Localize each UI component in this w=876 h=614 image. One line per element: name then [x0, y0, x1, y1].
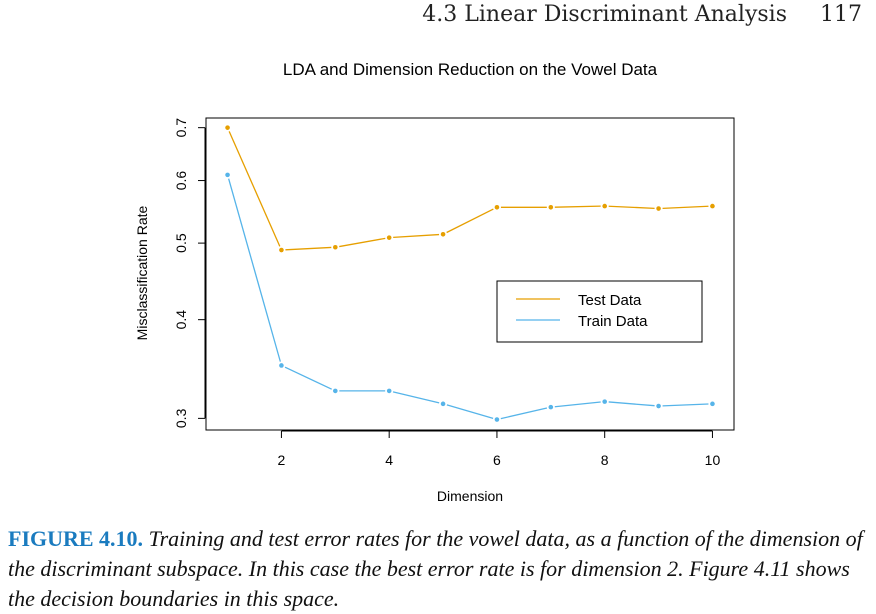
chart-title: LDA and Dimension Reduction on the Vowel… [282, 60, 658, 79]
x-axis-label: Dimension [437, 488, 503, 504]
legend: Test Data Train Data [496, 280, 703, 343]
section-title: 4.3 Linear Discriminant Analysis [422, 2, 787, 27]
x-tick-label: 10 [705, 452, 721, 468]
test-data-segment [285, 246, 332, 251]
test-data-point [440, 232, 446, 237]
y-axis: 0.3 0.4 0.5 0.6 0.7 [173, 118, 206, 428]
x-axis: 2 4 6 8 10 [278, 430, 721, 468]
train-data-segment [228, 178, 281, 362]
train-data-point [386, 388, 392, 394]
train-data-point [494, 417, 500, 422]
train-data-segment [446, 404, 494, 420]
train-data-segment [392, 391, 440, 404]
test-data-segment [446, 208, 494, 234]
y-tick-label: 0.5 [173, 233, 189, 253]
train-data-point [279, 363, 284, 368]
test-data-point [225, 125, 230, 130]
test-data-point [386, 235, 392, 240]
x-tick-label: 4 [385, 452, 393, 468]
x-tick-label: 2 [278, 452, 286, 468]
page-number: 117 [820, 2, 862, 27]
y-tick-label: 0.7 [173, 118, 189, 138]
test-data-point [494, 205, 500, 210]
legend-label-test-data: Test Data [578, 292, 642, 309]
x-tick-label: 6 [493, 452, 501, 468]
train-data-point [225, 172, 230, 178]
test-data-point [656, 206, 661, 211]
series-layer [225, 125, 715, 422]
figure-label: FIGURE 4.10. [8, 526, 144, 551]
train-data-point [548, 404, 554, 410]
caption-text: Training and test error rates for the vo… [8, 526, 863, 611]
test-data-point [333, 244, 338, 250]
test-data-segment [662, 205, 709, 210]
test-data-point [548, 205, 554, 210]
train-data-segment [500, 407, 548, 420]
plot-frame [205, 117, 735, 431]
running-head: 4.3 Linear Discriminant Analysis 117 [422, 2, 862, 27]
train-data-point [602, 399, 607, 404]
train-data-segment [662, 403, 709, 407]
test-data-segment [608, 205, 655, 210]
test-data-segment [339, 237, 386, 248]
train-data-segment [608, 401, 655, 407]
figure-caption: FIGURE 4.10. Training and test error rat… [8, 524, 866, 614]
train-data-segment [284, 366, 332, 390]
train-data-point [656, 403, 661, 409]
legend-label-train-data: Train Data [578, 313, 648, 330]
chart-plot: 0.3 0.4 0.5 0.6 0.7 2 4 6 8 10 Dimension Misclas… [134, 117, 735, 504]
train-data-point [333, 388, 338, 394]
legend-box [496, 280, 703, 343]
y-tick-label: 0.6 [173, 171, 189, 191]
x-tick-label: 8 [601, 452, 609, 468]
test-data-point [602, 203, 607, 209]
y-tick-label: 0.4 [173, 310, 189, 330]
train-data-point [440, 401, 446, 407]
test-data-segment [228, 131, 281, 247]
train-data-segment [554, 401, 601, 408]
test-data-point [710, 203, 715, 209]
test-data-segment [554, 205, 601, 208]
y-axis-label: Misclassification Rate [134, 205, 150, 340]
y-tick-label: 0.3 [173, 408, 189, 428]
test-data-segment [393, 233, 440, 239]
test-data-point [279, 247, 284, 253]
train-data-point [710, 401, 715, 407]
